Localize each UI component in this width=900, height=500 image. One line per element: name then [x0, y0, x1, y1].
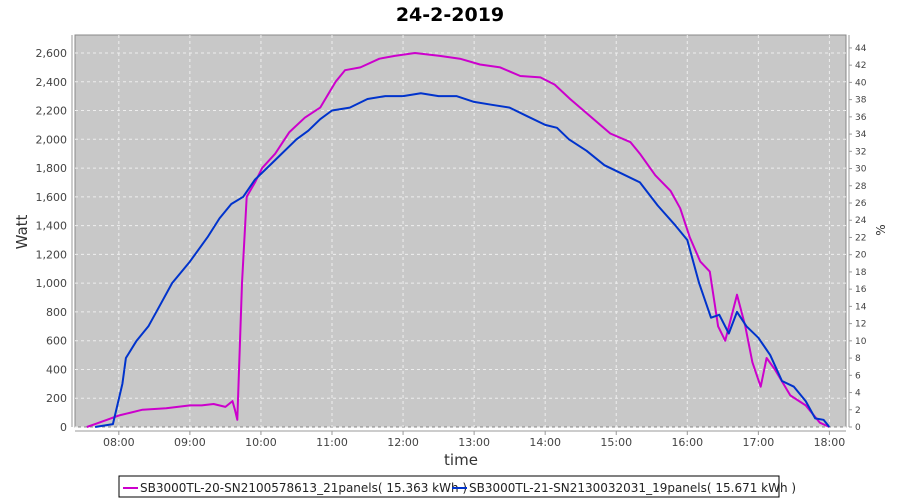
x-tick-label: 11:00	[316, 436, 348, 449]
y-tick-label: 2,200	[36, 105, 68, 118]
y-tick-label: 1,000	[36, 277, 68, 290]
series-line-0	[86, 52, 830, 428]
y2-tick-label: 26	[855, 199, 867, 209]
y2-tick-label: 28	[855, 182, 867, 192]
y-axis-label: Watt	[13, 214, 31, 249]
x-axis-label: time	[444, 451, 478, 469]
y-tick-label: 1,600	[36, 191, 68, 204]
y2-tick-label: 12	[855, 320, 866, 330]
y2-tick-label: 4	[855, 389, 861, 399]
y2-axis-label: %	[874, 224, 888, 235]
y2-tick-label: 38	[855, 96, 867, 106]
x-tick-label: 18:00	[814, 436, 846, 449]
y2-tick-label: 2	[855, 406, 861, 416]
x-tick-label: 13:00	[458, 436, 490, 449]
y2-tick-label: 36	[855, 113, 867, 123]
series-line-1	[94, 92, 831, 428]
y-tick-label: 1,200	[36, 248, 68, 261]
chart-title: 24-2-2019	[396, 4, 504, 26]
y2-tick-label: 32	[855, 147, 866, 157]
legend-label-0: SB3000TL-20-SN2100578613_21panels( 15.36…	[140, 481, 467, 495]
x-tick-label: 10:00	[245, 436, 277, 449]
x-tick-label: 16:00	[671, 436, 703, 449]
x-tick-label: 08:00	[103, 436, 135, 449]
y2-tick-label: 30	[855, 165, 867, 175]
y2-tick-label: 0	[855, 423, 861, 433]
y-tick-label: 2,400	[36, 76, 68, 89]
x-tick-label: 09:00	[174, 436, 206, 449]
y2-tick-label: 44	[855, 44, 867, 54]
y2-tick-label: 20	[855, 251, 867, 261]
legend-label-1: SB3000TL-21-SN2130032031_19panels( 15.67…	[469, 481, 796, 495]
x-tick-label: 15:00	[600, 436, 632, 449]
y2-tick-label: 22	[855, 233, 866, 243]
y-tick-label: 200	[46, 392, 67, 405]
y-tick-label: 1,800	[36, 162, 68, 175]
y2-tick-label: 16	[855, 285, 867, 295]
y2-tick-label: 6	[855, 371, 861, 381]
y2-tick-label: 14	[855, 302, 867, 312]
y2-tick-label: 40	[855, 78, 867, 88]
legend: SB3000TL-20-SN2100578613_21panels( 15.36…	[118, 475, 796, 498]
x-tick-label: 12:00	[387, 436, 419, 449]
y-tick-label: 1,400	[36, 220, 68, 233]
y-tick-label: 2,000	[36, 133, 68, 146]
y2-tick-label: 8	[855, 354, 861, 364]
y2-tick-label: 42	[855, 61, 866, 71]
y2-tick-label: 24	[855, 216, 867, 226]
plot-area	[74, 34, 847, 428]
y-tick-label: 800	[46, 306, 67, 319]
y2-tick-label: 18	[855, 268, 867, 278]
y-tick-label: 2,600	[36, 47, 68, 60]
y-tick-label: 400	[46, 363, 67, 376]
y-tick-label: 600	[46, 335, 67, 348]
y2-tick-label: 10	[855, 337, 867, 347]
y2-tick-label: 34	[855, 130, 867, 140]
x-tick-label: 17:00	[743, 436, 775, 449]
x-tick-label: 14:00	[529, 436, 561, 449]
y-tick-label: 0	[60, 421, 67, 434]
